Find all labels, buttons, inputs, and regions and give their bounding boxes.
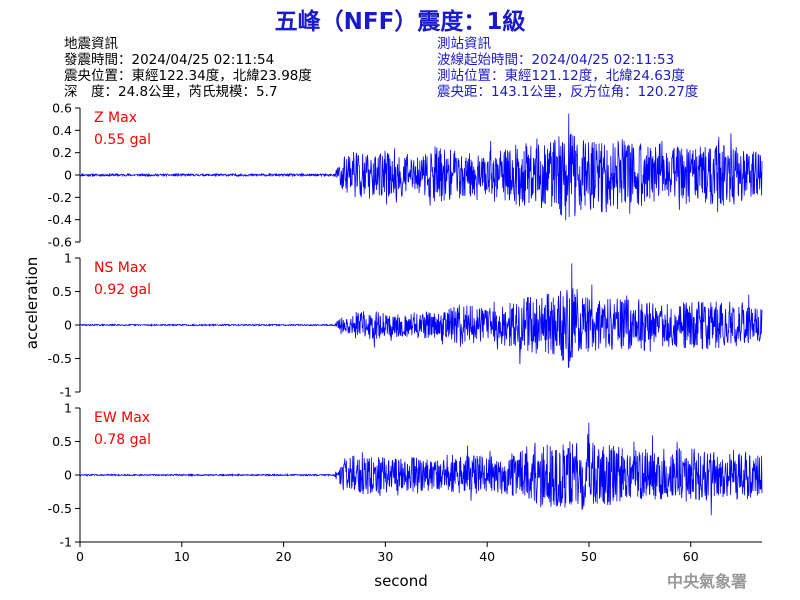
panel-1: 1 0.5 0 -0.5 -1 NS Max 0.92 gal — [48, 251, 763, 400]
depth-magnitude: 深 度：24.8公里，芮氏規模：5.7 — [64, 84, 278, 100]
x-tick-label: 20 — [276, 549, 292, 564]
waveform-trace — [79, 113, 763, 221]
waveform-trace — [79, 263, 763, 368]
station-location: 測站位置：東經121.12度，北緯24.63度 — [437, 68, 685, 84]
y-tick-label: -1 — [60, 385, 72, 400]
component-label: NS Max — [94, 260, 147, 276]
panel-0: 0.6 0.4 0.2 0 -0.2 -0.4 -0.6 Z Max 0.55 gal — [48, 101, 763, 250]
origin-time: 發震時間：2024/04/25 02:11:54 — [64, 52, 275, 68]
epicentral-distance: 震央距：143.1公里，反方位角：120.27度 — [437, 84, 699, 100]
waveform-trace — [79, 422, 763, 516]
y-tick-label: 0.6 — [52, 101, 72, 116]
component-label: Z Max — [94, 110, 137, 126]
max-value-label: 0.55 gal — [94, 132, 151, 148]
credit-text: 中央氣象署 — [667, 572, 747, 591]
y-tick-label: -0.5 — [48, 351, 72, 366]
station-info-heading: 測站資訊 — [437, 36, 491, 52]
y-tick-label: -0.2 — [48, 190, 72, 205]
y-tick-label: -0.4 — [48, 212, 72, 227]
x-axis-label: second — [374, 572, 428, 590]
y-axis-label: acceleration — [23, 257, 41, 349]
x-axis: 0 10 20 30 40 50 60 — [76, 541, 762, 564]
x-tick-label: 0 — [76, 549, 84, 564]
onset-time: 波線起始時間：2024/04/25 02:11:53 — [437, 52, 675, 68]
y-tick-label: 0.4 — [52, 123, 72, 138]
max-value-label: 0.92 gal — [94, 282, 151, 298]
panel-2: 1 0.5 0 -0.5 -1 EW Max 0.78 gal — [48, 401, 763, 550]
component-label: EW Max — [94, 410, 150, 426]
y-tick-label: -0.6 — [48, 235, 72, 250]
quake-info-heading: 地震資訊 — [64, 36, 118, 52]
y-tick-label: 1 — [64, 401, 72, 416]
x-tick-label: 40 — [479, 549, 495, 564]
y-tick-label: 0.2 — [52, 145, 72, 160]
y-tick-label: 0 — [64, 318, 72, 333]
x-tick-label: 30 — [377, 549, 393, 564]
x-tick-label: 10 — [174, 549, 190, 564]
y-tick-label: 1 — [64, 251, 72, 266]
y-tick-label: 0 — [64, 468, 72, 483]
y-tick-label: 0.5 — [52, 434, 72, 449]
max-value-label: 0.78 gal — [94, 432, 151, 448]
station-info-block: 測站資訊 波線起始時間：2024/04/25 02:11:53 測站位置：東經1… — [437, 36, 698, 100]
y-tick-label: -1 — [60, 535, 72, 550]
y-tick-label: -0.5 — [48, 501, 72, 516]
y-tick-label: 0 — [64, 168, 72, 183]
quake-info-block: 地震資訊 發震時間：2024/04/25 02:11:54 震央位置：東經122… — [64, 36, 312, 100]
page-title: 五峰（NFF）震度：1級 — [274, 9, 526, 35]
epicenter-location: 震央位置：東經122.34度，北緯23.98度 — [64, 68, 312, 84]
y-tick-label: 0.5 — [52, 284, 72, 299]
x-tick-label: 50 — [581, 549, 597, 564]
x-tick-label: 60 — [683, 549, 699, 564]
